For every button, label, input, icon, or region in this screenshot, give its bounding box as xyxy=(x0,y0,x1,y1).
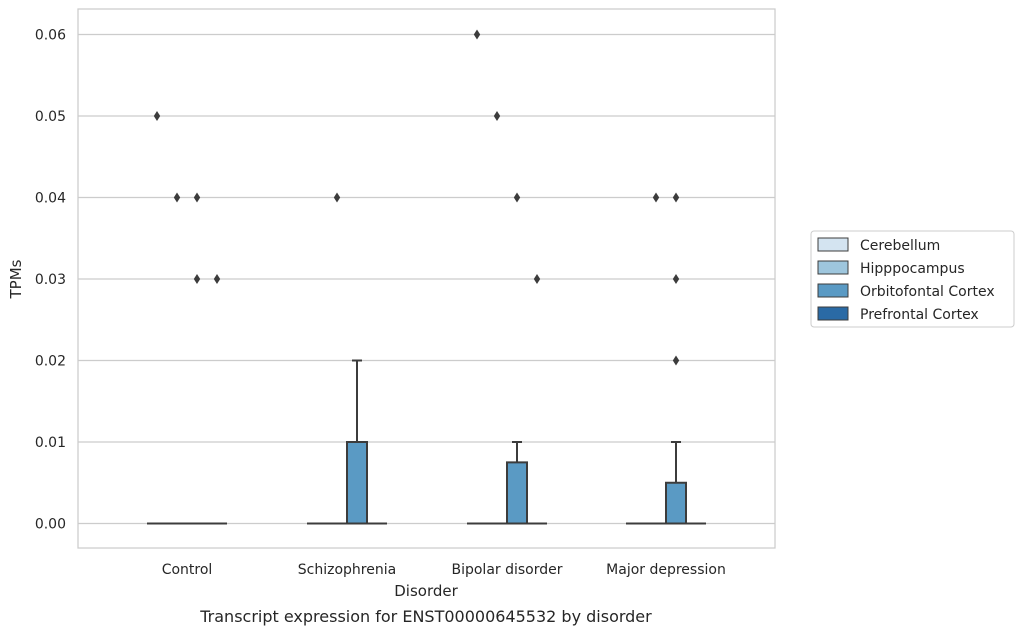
outlier-point xyxy=(652,192,660,203)
box-1-3 xyxy=(646,192,666,525)
legend-swatch xyxy=(817,283,849,298)
y-tick-label: 0.00 xyxy=(35,517,66,533)
box-1-2 xyxy=(487,111,507,525)
legend-label: Cerebellum xyxy=(860,238,940,254)
box-2-0 xyxy=(187,192,207,525)
y-tick-labels: 0.00 0.01 0.02 0.03 0.04 0.05 0.06 xyxy=(35,28,66,533)
x-tick-label: Control xyxy=(162,562,213,578)
box-3-2 xyxy=(527,274,547,525)
y-tick-label: 0.03 xyxy=(35,272,66,288)
outlier-point xyxy=(533,274,541,284)
plot-frame xyxy=(77,8,776,549)
outlier-point xyxy=(153,111,161,121)
legend-item: Cerebellum xyxy=(817,237,940,254)
box-1-1 xyxy=(327,192,347,525)
y-axis-title: TPMs xyxy=(7,259,25,299)
y-tick-label: 0.04 xyxy=(35,191,66,207)
box-elements xyxy=(147,29,706,525)
x-tick-label: Major depression xyxy=(606,562,726,578)
legend-label: Hipppocampus xyxy=(860,261,965,277)
y-tick-label: 0.06 xyxy=(35,28,66,44)
outlier-point xyxy=(672,355,680,366)
box-body xyxy=(665,481,687,525)
outlier-point xyxy=(333,192,341,203)
grid-lines xyxy=(78,33,775,525)
outlier-point xyxy=(513,192,521,203)
y-tick-label: 0.05 xyxy=(35,109,66,125)
outlier-point xyxy=(213,274,221,284)
outlier-point xyxy=(193,192,201,203)
legend-item: Orbitofontal Cortex xyxy=(817,283,995,300)
chart-caption: Transcript expression for ENST0000064553… xyxy=(199,607,652,626)
box-3-0 xyxy=(207,274,227,525)
x-tick-label: Schizophrenia xyxy=(298,562,396,578)
box-body xyxy=(346,441,368,525)
legend-item: Hipppocampus xyxy=(817,260,965,277)
outlier-point xyxy=(493,111,501,121)
y-tick-label: 0.02 xyxy=(35,354,66,370)
box-0-2 xyxy=(467,29,487,525)
box-0-0 xyxy=(147,111,167,525)
legend-item: Prefrontal Cortex xyxy=(817,306,979,323)
x-axis-title: Disorder xyxy=(394,582,458,600)
outlier-point xyxy=(672,274,680,284)
legend-frame xyxy=(810,230,1015,328)
box-body xyxy=(506,461,528,525)
outlier-point xyxy=(193,274,201,284)
x-tick-label: Bipolar disorder xyxy=(451,562,562,578)
legend-swatch xyxy=(817,260,849,275)
legend-label: Orbitofontal Cortex xyxy=(860,284,995,300)
legend-swatch xyxy=(817,306,849,321)
box-1-0 xyxy=(167,192,187,525)
y-tick-label: 0.01 xyxy=(35,435,66,451)
legend-swatch xyxy=(817,237,849,252)
x-tick-labels: Control Schizophrenia Bipolar disorder Majo… xyxy=(162,562,726,578)
outlier-point xyxy=(473,29,481,40)
outlier-point xyxy=(672,192,680,203)
legend: Cerebellum Hipppocampus Orbitofontal Corte… xyxy=(810,230,1015,328)
box-2-2 xyxy=(506,192,528,525)
legend-label: Prefrontal Cortex xyxy=(860,307,979,323)
outlier-point xyxy=(173,192,181,203)
box-2-3 xyxy=(665,192,687,525)
box-2-1 xyxy=(346,359,368,525)
